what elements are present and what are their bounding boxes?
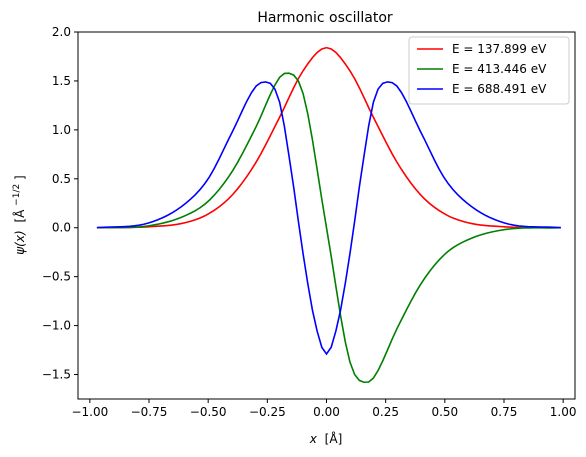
- legend: E = 137.899 eV E = 413.446 eV E = 688.491 …: [408, 36, 570, 105]
- x-axis-label-unit: [Å]: [325, 431, 343, 446]
- y-axis-label: ψ(x) [Å −1/2 ]: [8, 175, 27, 254]
- x-tick-label: −1.00: [71, 405, 108, 419]
- y-tick-label: −0.5: [42, 270, 71, 284]
- y-axis-label-unit: [Å: [12, 209, 27, 223]
- y-tick-label: 2.0: [52, 25, 71, 39]
- series-layer: [96, 46, 561, 384]
- y-axis-label-close: ]: [13, 175, 27, 180]
- series-line-2: [96, 72, 561, 384]
- x-tick-label: −0.75: [131, 405, 168, 419]
- legend-label-3: E = 688.491 eV: [452, 82, 547, 96]
- legend-label-2: E = 413.446 eV: [452, 62, 547, 76]
- y-tick-label: 0.5: [52, 172, 71, 186]
- x-tick-label: 0.50: [431, 405, 458, 419]
- legend-label-1: E = 137.899 eV: [452, 42, 547, 56]
- y-tick-label: 1.5: [52, 74, 71, 88]
- y-tick-label: −1.5: [42, 368, 71, 382]
- y-axis-label-exp: −1/2: [12, 184, 22, 206]
- x-tick-label: 1.00: [550, 405, 577, 419]
- y-tick-label: 1.0: [52, 123, 71, 137]
- y-axis-label-var: ψ(x): [13, 230, 27, 254]
- y-tick-label: 0.0: [52, 221, 71, 235]
- y-tick-label: −1.0: [42, 319, 71, 333]
- x-axis-ticks: −1.00 −0.75 −0.50 −0.25 0.00 0.25 0.50 0.75 1.00: [71, 399, 577, 419]
- chart-title: Harmonic oscillator: [257, 10, 393, 26]
- x-tick-label: −0.25: [249, 405, 286, 419]
- series-line-1: [96, 46, 561, 229]
- series-line-3: [96, 81, 561, 356]
- x-tick-label: 0.75: [491, 405, 518, 419]
- y-axis-ticks: −1.5 −1.0 −0.5 0.0 0.5 1.0 1.5 2.0: [42, 25, 78, 382]
- legend-box: [408, 36, 570, 105]
- x-tick-label: 0.25: [372, 405, 399, 419]
- x-tick-label: −0.50: [190, 405, 227, 419]
- x-axis-label-var: x: [309, 432, 318, 446]
- x-axis-label: x [Å]: [309, 431, 343, 446]
- x-tick-label: 0.00: [313, 405, 340, 419]
